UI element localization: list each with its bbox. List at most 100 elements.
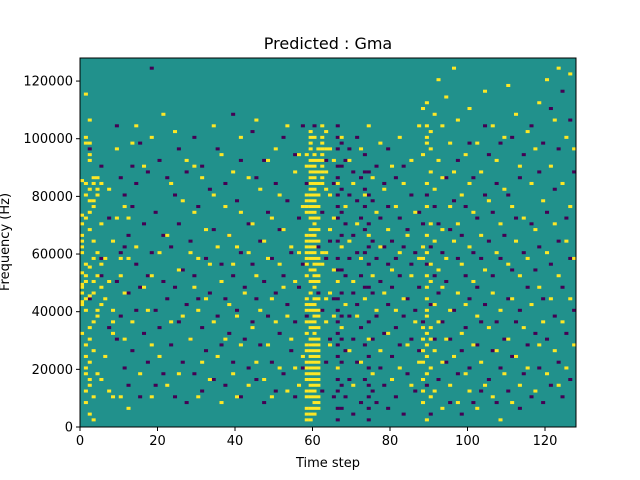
heatmap-cell-high [87,153,92,157]
heatmap-cell-low [378,279,383,284]
heatmap-cell-high [176,372,181,376]
heatmap-cell-high [424,354,429,358]
heatmap-cell-high [312,331,317,335]
heatmap-cell-high [417,124,422,128]
heatmap-cell-low [130,164,135,168]
heatmap-cell-high [401,181,406,185]
heatmap-cell-low [254,297,259,301]
heatmap-cell-high [122,337,127,341]
heatmap-cell-low [262,401,267,405]
heatmap-cell-high [564,239,569,243]
heatmap-cell-low [118,176,123,180]
heatmap-cell-low [552,314,557,318]
heatmap-cell-low [130,349,135,353]
heatmap-cell-high [304,262,309,266]
heatmap-cell-low [153,210,158,214]
heatmap-cell-low [568,118,573,122]
heatmap-cell-high [525,256,530,260]
y-axis: 0 20000 40000 60000 80000 100000 120000 [23,75,80,436]
heatmap-cell-low [355,303,360,307]
heatmap-cell-high [479,170,484,174]
y-tick-label: 20000 [32,363,73,378]
heatmap-cell-high [328,228,333,232]
heatmap-cell-high [95,193,100,197]
heatmap-cell-high [316,228,321,232]
heatmap-cell-low [246,222,251,226]
heatmap-cell-high [339,326,344,330]
heatmap-cell-low [444,176,449,180]
heatmap-cell-high [126,256,131,260]
heatmap-cell-high [506,83,511,87]
heatmap-cell-low [537,170,542,174]
x-tick-label: 80 [382,434,399,449]
heatmap-cell-high [529,303,534,307]
heatmap-cell-low [343,158,348,162]
heatmap-cell-high [312,233,317,237]
heatmap-cell-low [300,366,305,370]
heatmap-cell-low [335,377,340,382]
heatmap-cell-high [428,366,433,370]
heatmap-cell-low [490,210,495,214]
heatmap-cell-high [545,78,550,82]
heatmap-cell-high [475,406,480,410]
heatmap-cell-high [308,372,313,376]
heatmap-cell-high [308,349,313,353]
heatmap-cell-high [560,320,565,324]
heatmap-cell-high [448,205,453,209]
heatmap-cell-high [312,412,317,416]
heatmap-cell-high [428,337,433,341]
heatmap-cell-low [204,256,209,260]
heatmap-cell-high [122,291,127,295]
y-tick-label: 120000 [23,75,73,90]
heatmap-cell-high [312,135,317,139]
heatmap-cell-low [355,199,360,203]
heatmap-cell-low [169,343,174,347]
heatmap-cell-low [537,245,542,249]
heatmap-cell-low [335,124,340,128]
heatmap-cell-low [258,343,263,347]
heatmap-cell-high [235,395,240,399]
heatmap-cell-high [409,274,414,278]
heatmap-cell-low [351,412,356,416]
heatmap-cell-low [153,383,158,387]
heatmap-cell-high [490,291,495,295]
heatmap-cell-high [192,285,197,289]
heatmap-cell-high [80,303,85,307]
heatmap-cell-low [366,320,371,324]
heatmap-cell-high [390,377,395,382]
heatmap-cell-high [316,326,321,330]
heatmap-cell-low [114,279,119,284]
heatmap-cell-high [285,314,290,318]
heatmap-cell-high [80,245,85,249]
heatmap-cell-high [308,228,313,232]
heatmap-cell-high [107,389,112,393]
heatmap-cell-high [308,193,313,197]
heatmap-cell-low [390,239,395,243]
heatmap-cell-high [324,320,329,324]
heatmap-cell-high [312,164,317,168]
heatmap-cell-high [316,377,321,382]
heatmap-cell-low [413,389,418,393]
heatmap-cell-low [390,354,395,358]
heatmap-cell-high [405,233,410,237]
heatmap-cell-high [83,372,88,376]
heatmap-cell-high [312,245,317,249]
heatmap-cell-high [277,366,282,370]
heatmap-cell-high [525,130,530,134]
heatmap-cell-low [176,222,181,226]
heatmap-cell-high [304,199,309,203]
heatmap-cell-high [312,199,317,203]
heatmap-cell-high [223,337,228,341]
heatmap-cell-low [386,303,391,307]
heatmap-cell-low [537,366,542,370]
heatmap-cell-high [572,343,577,347]
heatmap-cell-low [145,170,150,174]
heatmap-cell-low [436,377,441,382]
heatmap-cell-high [87,199,92,203]
heatmap-cell-high [316,337,321,341]
heatmap-cell-low [560,395,565,399]
heatmap-cell-low [138,285,143,289]
heatmap-cell-low [401,314,406,318]
heatmap-cell-high [432,349,437,353]
heatmap-cell-low [99,274,104,278]
